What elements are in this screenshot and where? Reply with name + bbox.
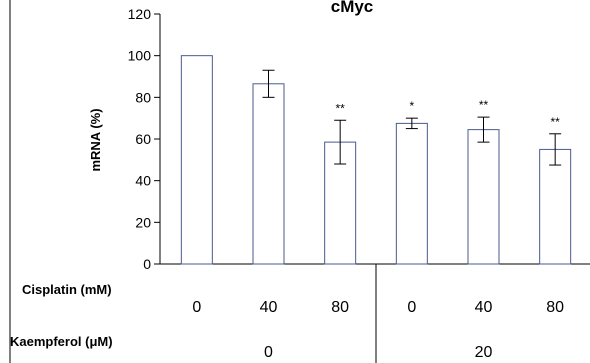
significance-marker: * (409, 99, 414, 113)
significance-marker: ** (550, 115, 560, 129)
y-tick-label: 120 (128, 6, 152, 22)
y-tick-label: 80 (135, 89, 151, 105)
x-tick-label: 80 (546, 299, 564, 316)
y-tick-label: 20 (135, 214, 151, 230)
kaempferol-row-label: Kaempferol (μM) (10, 334, 113, 349)
x-tick-label: 80 (331, 299, 349, 316)
significance-marker: ** (479, 98, 489, 112)
y-tick-label: 0 (143, 256, 151, 272)
y-tick-label: 40 (135, 173, 151, 189)
x-tick-label: 40 (475, 299, 493, 316)
bar (180, 55, 213, 265)
y-axis-label: mRNA (%) (88, 108, 103, 171)
group-label: 0 (264, 344, 273, 361)
bar (252, 83, 285, 265)
bar (467, 129, 500, 265)
bar (539, 148, 572, 265)
y-tick-label: 100 (128, 48, 152, 64)
y-tick-label: 60 (135, 131, 151, 147)
significance-marker: ** (335, 101, 345, 115)
labels-layer: 0 40 80 0 40 80 0 20 (192, 299, 564, 361)
x-tick-label: 0 (192, 299, 201, 316)
x-tick-label: 0 (407, 299, 416, 316)
chart-title: cMyc (331, 0, 374, 16)
cisplatin-row-label: Cisplatin (mM) (22, 282, 112, 297)
bar (395, 122, 428, 265)
group-label: 20 (475, 344, 493, 361)
axis-layer: 0 20 40 60 80 100 120 (128, 6, 590, 363)
bars-layer: ** * **** (180, 55, 572, 265)
x-tick-label: 40 (260, 299, 278, 316)
